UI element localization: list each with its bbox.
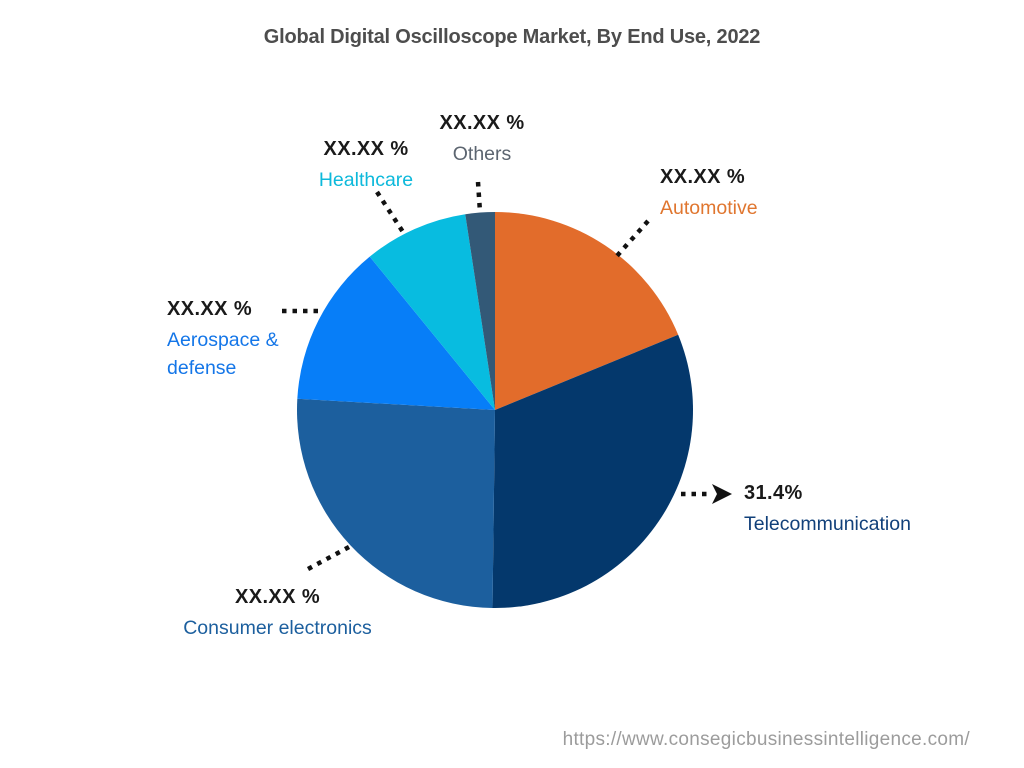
label-telecommunication: 31.4% Telecommunication bbox=[744, 480, 974, 538]
label-automotive-value: XX.XX % bbox=[660, 166, 746, 188]
pie-slice-automotive bbox=[495, 212, 679, 410]
label-aerospace-defense-name: Aerospace & defense bbox=[167, 329, 279, 379]
chart-title: Global Digital Oscilloscope Market, By E… bbox=[263, 26, 761, 48]
label-aerospace-defense: XX.XX % Aerospace & defense bbox=[167, 296, 295, 382]
source-url: https://www.consegicbusinessintelligence… bbox=[562, 729, 970, 750]
label-consumer-electronics-name: Consumer electronics bbox=[183, 617, 372, 639]
pie-slice-healthcare bbox=[369, 214, 495, 410]
label-telecommunication-value: 31.4% bbox=[744, 482, 803, 504]
label-others-name: Others bbox=[452, 143, 512, 165]
pie-slice-aerospace-defense bbox=[297, 256, 495, 410]
label-automotive: XX.XX % Automotive bbox=[660, 164, 860, 222]
label-aerospace-defense-value: XX.XX % bbox=[167, 298, 253, 320]
label-automotive-name: Automotive bbox=[660, 197, 758, 219]
pie-chart bbox=[297, 212, 693, 608]
label-consumer-electronics-value: XX.XX % bbox=[234, 586, 321, 608]
label-telecommunication-name: Telecommunication bbox=[744, 513, 911, 535]
label-others: XX.XX % Others bbox=[412, 110, 552, 168]
arrowhead-icon bbox=[712, 484, 732, 504]
label-consumer-electronics: XX.XX % Consumer electronics bbox=[145, 584, 410, 642]
label-healthcare-name: Healthcare bbox=[318, 169, 414, 191]
pie-slice-others bbox=[465, 212, 495, 410]
label-others-value: XX.XX % bbox=[439, 112, 525, 134]
label-healthcare: XX.XX % Healthcare bbox=[296, 136, 436, 194]
pie-slice-consumer-electronics bbox=[297, 398, 495, 608]
pie-slice-telecommunication bbox=[492, 334, 693, 608]
label-healthcare-value: XX.XX % bbox=[323, 138, 409, 160]
